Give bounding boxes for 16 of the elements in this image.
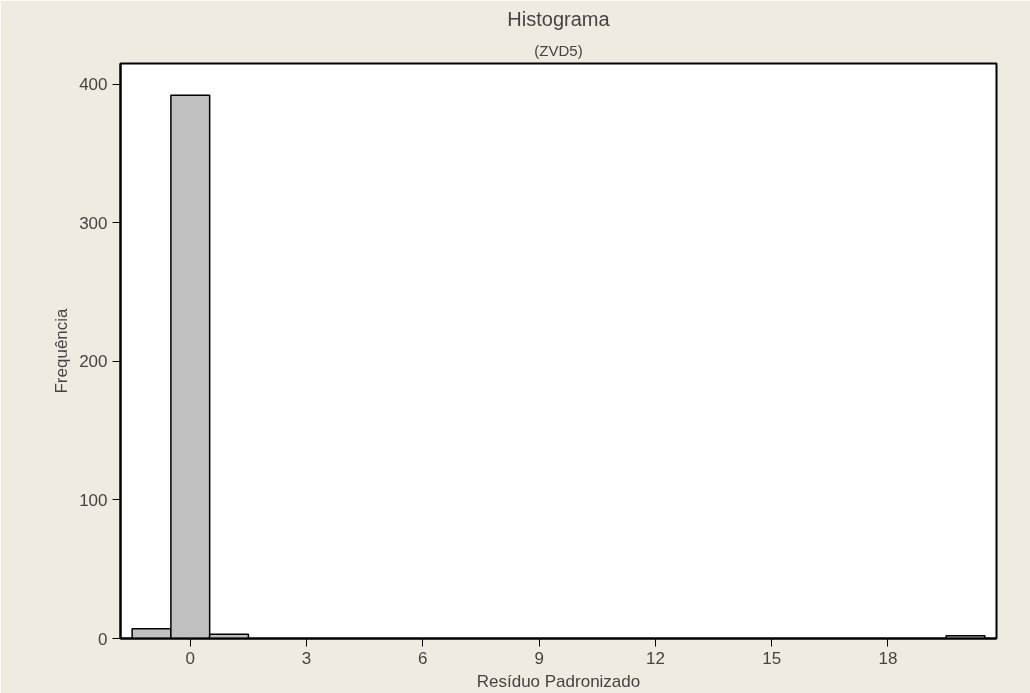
y-tick-label: 100 — [79, 490, 108, 510]
y-tick-label: 400 — [79, 75, 108, 95]
chart-title: Histograma — [507, 7, 611, 30]
y-tick-label: 200 — [79, 352, 108, 372]
y-tick-label: 0 — [98, 629, 108, 649]
x-tick-label: 6 — [418, 648, 428, 668]
x-tick-label: 9 — [534, 648, 544, 668]
x-tick-label: 3 — [301, 648, 312, 668]
x-tick-label: 15 — [762, 648, 782, 668]
x-tick-label: 12 — [645, 648, 665, 668]
x-axis-title: Resíduo Padronizado — [476, 671, 641, 691]
x-tick-label: 18 — [878, 648, 898, 668]
y-axis-title: Frequência — [52, 307, 72, 394]
chart-subtitle: (ZVD5) — [534, 41, 583, 59]
y-tick-label: 300 — [79, 213, 108, 233]
x-tick-label: 0 — [185, 648, 196, 668]
